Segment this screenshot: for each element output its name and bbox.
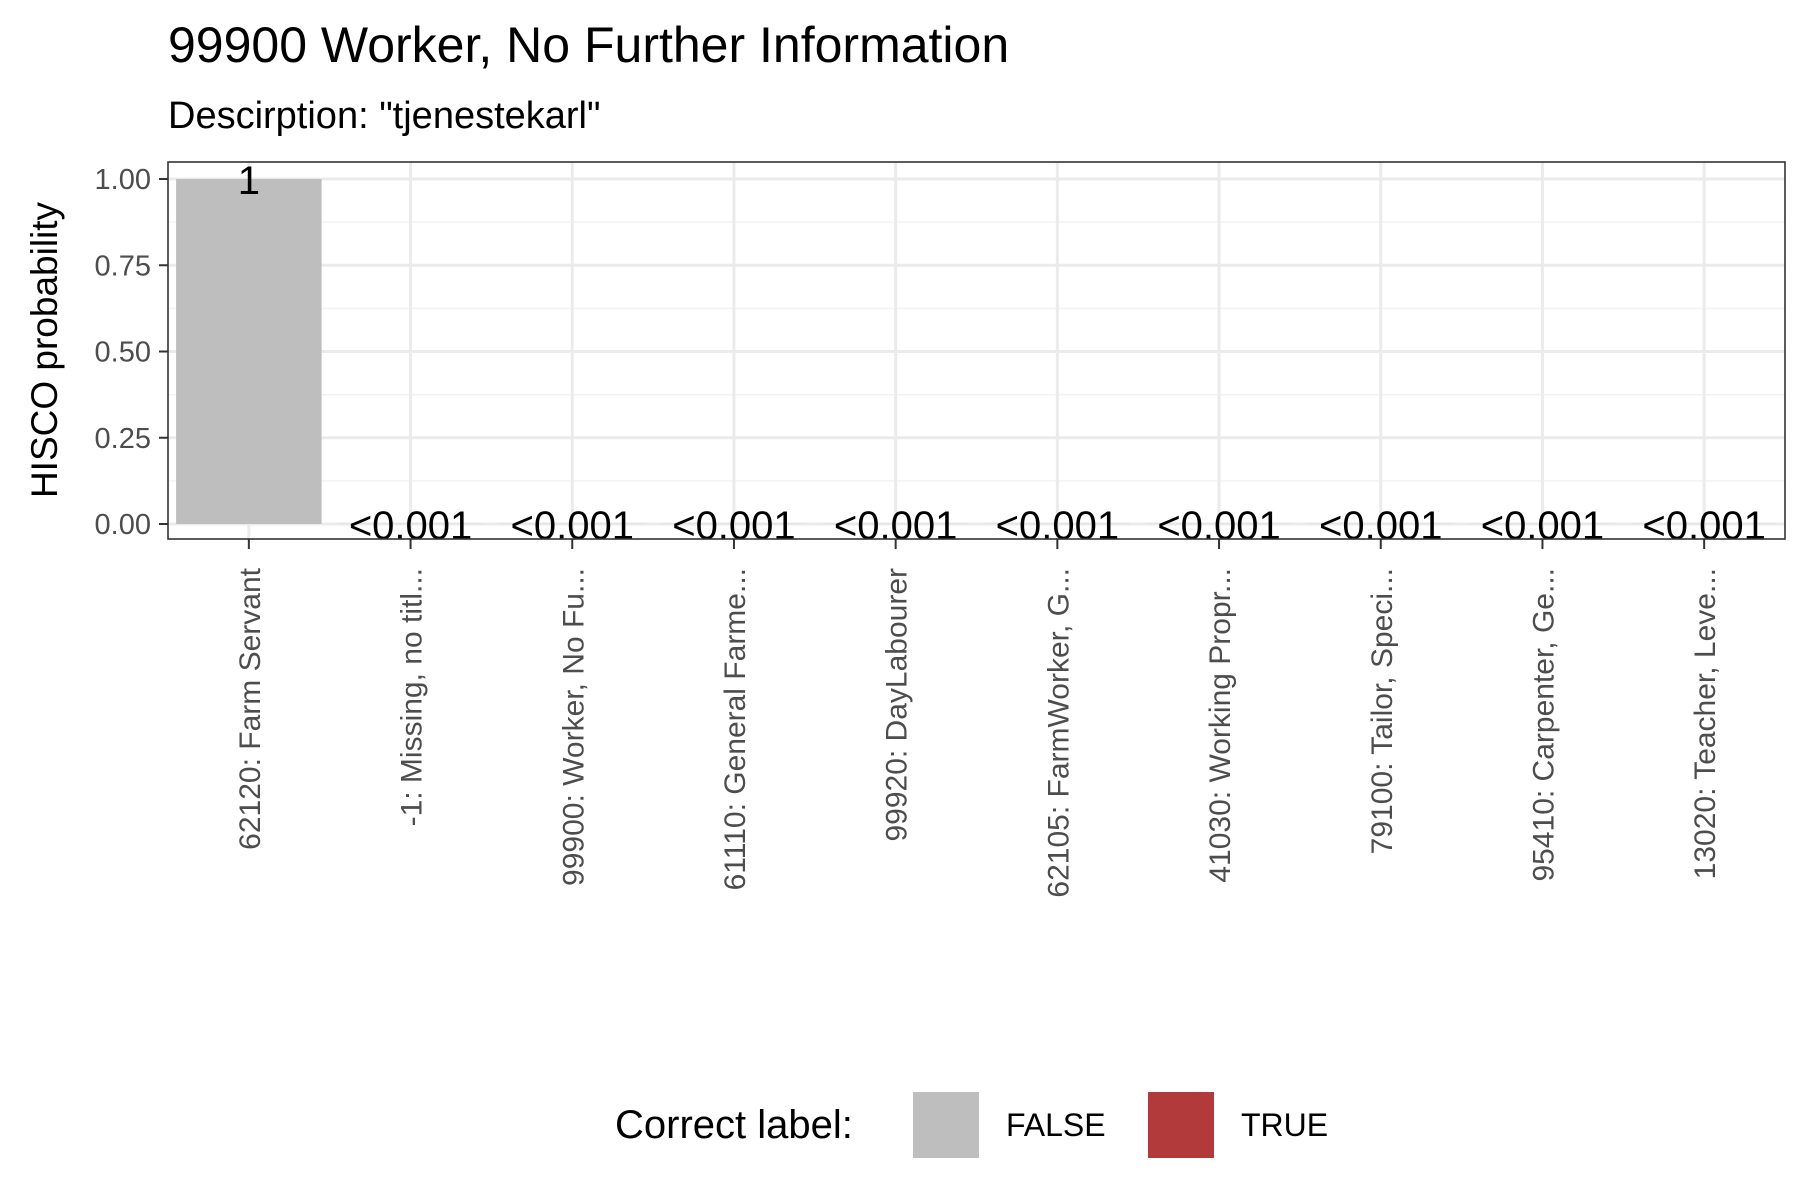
x-tick-label: 41030: Working Propr... bbox=[1204, 568, 1237, 883]
x-tick-label: 13020: Teacher, Leve... bbox=[1689, 568, 1722, 879]
x-tick-label: -1: Missing, no titl... bbox=[396, 568, 429, 826]
bars bbox=[176, 179, 1777, 524]
legend-label: TRUE bbox=[1241, 1107, 1328, 1143]
data-label: 1 bbox=[238, 159, 260, 203]
y-tick-label: 1.00 bbox=[95, 164, 151, 196]
gridlines bbox=[168, 162, 1785, 539]
x-tick-label: 62120: Farm Servant bbox=[234, 567, 267, 849]
y-tick-label: 0.50 bbox=[95, 337, 151, 369]
y-axis-label: HISCO probability bbox=[24, 201, 65, 498]
x-tick-label: 79100: Tailor, Speci... bbox=[1366, 568, 1399, 854]
x-tick-label: 62105: FarmWorker, G... bbox=[1042, 568, 1075, 898]
legend-key bbox=[1148, 1092, 1214, 1158]
x-tick-label: 61110: General Farme... bbox=[719, 568, 752, 890]
chart-subtitle: Descirption: "tjenestekarl" bbox=[168, 95, 601, 137]
y-tick-label: 0.25 bbox=[95, 423, 151, 455]
legend-label: FALSE bbox=[1006, 1107, 1106, 1143]
x-tick-label: 99920: DayLabourer bbox=[881, 568, 914, 842]
chart-title: 99900 Worker, No Further Information bbox=[168, 17, 1009, 73]
x-axis: 62120: Farm Servant -1: Missing, no titl.… bbox=[234, 539, 1722, 898]
legend: Correct label: FALSE TRUE bbox=[615, 1092, 1328, 1158]
data-labels: 1<0.001 <0.001 <0.001 <0.001 <0.001 <0.001 <0.… bbox=[238, 159, 1766, 548]
y-tick-label: 0.75 bbox=[95, 250, 151, 282]
legend-title: Correct label: bbox=[615, 1103, 853, 1147]
legend-key bbox=[913, 1092, 979, 1158]
x-tick-label: 95410: Carpenter, Ge... bbox=[1527, 568, 1560, 882]
x-tick-label: 99900: Worker, No Fu... bbox=[557, 568, 590, 886]
bar bbox=[176, 179, 322, 524]
y-axis: 0.00 0.25 0.50 0.75 1.00 bbox=[95, 164, 168, 541]
y-tick-label: 0.00 bbox=[95, 509, 151, 541]
